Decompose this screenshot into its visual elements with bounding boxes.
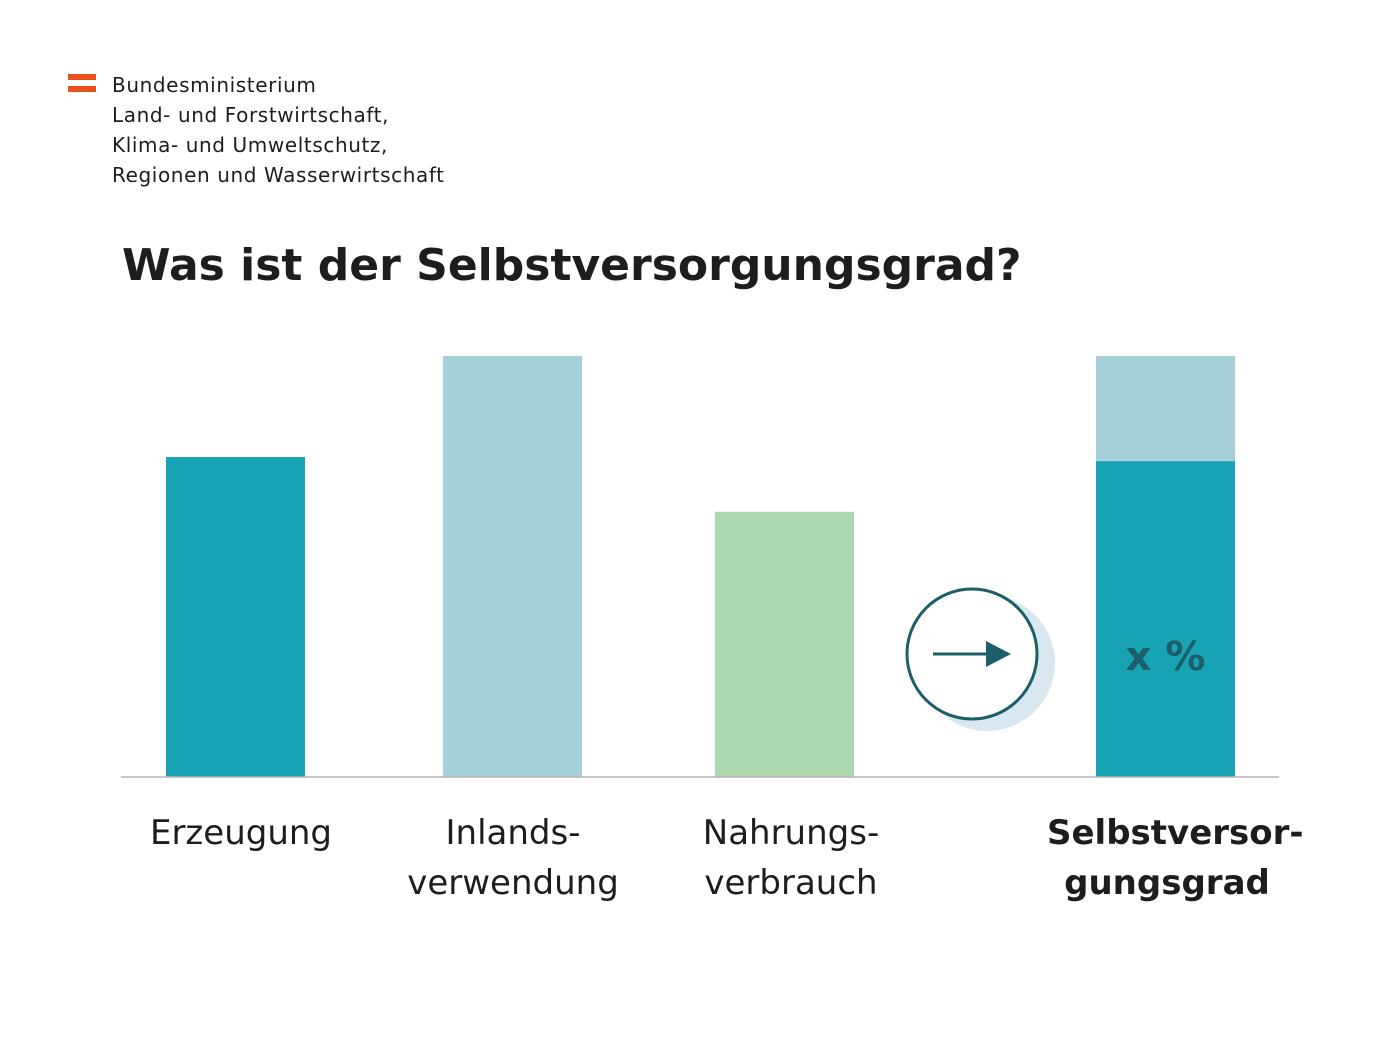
bar-chart-svg: x % [121,356,1279,778]
category-label: Erzeugung [121,808,361,858]
category-label-line: Nahrungs- [702,813,880,853]
bar-nahrungsverbrauch [715,511,854,777]
category-label: Nahrungs-verbrauch [671,808,911,908]
bar-erzeugung [166,457,305,777]
ministry-name-line: Land- und Forstwirtschaft, [112,103,390,127]
bar-selbstversorgungsgrad-share [1096,461,1235,777]
arrow-head [986,641,1011,667]
ministry-name-line: Regionen und Wasserwirtschaft [112,163,445,187]
flag-stripe-top [68,74,96,80]
category-label-line: Inlands- [445,813,581,853]
austria-flag-icon [68,74,96,94]
bar-inlandsverwendung [443,356,582,777]
ministry-name-line: Bundesministerium [112,73,317,97]
ministry-name: Bundesministerium Land- und Forstwirtsch… [112,70,572,190]
share-percent-label: x % [1126,634,1206,680]
category-label-line: Selbstversor- [1047,813,1304,853]
ministry-name-line: Klima- und Umweltschutz, [112,133,388,157]
category-label-line: verbrauch [704,863,878,903]
category-label-line: verwendung [407,863,619,903]
category-label-line: gungsgrad [1064,863,1270,903]
arrow-right-icon [905,587,1055,731]
page-title: Was ist der Selbstversorgungsgrad? [122,240,1022,291]
flag-stripe-bottom [68,86,96,92]
flag-stripe-middle [68,80,96,86]
category-label: Selbstversor-gungsgrad [1047,808,1304,908]
bar-chart: x % Erzeugung Inlands-verwendung Nahrungs-… [0,330,1400,930]
category-label-line: Erzeugung [149,813,333,853]
category-label: Inlands-verwendung [393,808,633,908]
